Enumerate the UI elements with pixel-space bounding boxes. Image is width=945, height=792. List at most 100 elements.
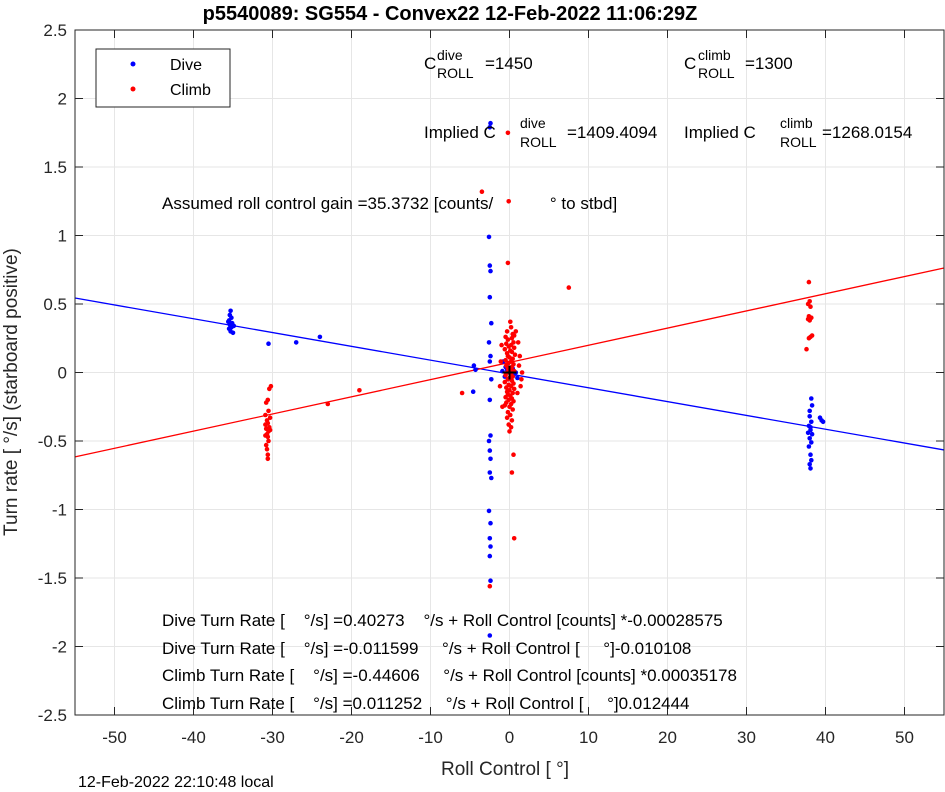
c-dive-base: C xyxy=(424,54,436,73)
data-point xyxy=(471,363,477,368)
data-point xyxy=(509,470,515,475)
data-point xyxy=(809,403,815,408)
x-tick-label: -20 xyxy=(339,728,364,747)
data-point xyxy=(489,475,494,481)
data-point xyxy=(486,438,492,444)
data-point xyxy=(325,401,331,407)
data-point xyxy=(267,415,273,421)
data-point xyxy=(509,349,515,355)
data-point xyxy=(488,456,493,462)
data-point xyxy=(226,319,231,325)
y-tick-label: -2.5 xyxy=(38,706,67,725)
data-point xyxy=(510,407,515,412)
data-point xyxy=(502,346,508,352)
data-point xyxy=(504,415,510,421)
data-point xyxy=(357,388,362,393)
y-axis-label: Turn rate [ °/s] (starboard positive) xyxy=(1,248,22,536)
data-point xyxy=(500,404,505,410)
data-point xyxy=(508,425,514,430)
equation-dive-degrees: Dive Turn Rate [ °/s] =-0.011599 °/s + R… xyxy=(162,639,691,658)
c-climb-base: C xyxy=(684,54,696,73)
data-point xyxy=(479,189,485,194)
data-point xyxy=(486,508,492,514)
data-point xyxy=(509,335,515,341)
data-point xyxy=(230,330,236,336)
data-point xyxy=(486,234,492,240)
c-climb-value: =1300 xyxy=(745,54,793,73)
data-point xyxy=(487,633,493,638)
data-point xyxy=(519,377,524,382)
data-point xyxy=(488,544,493,549)
x-tick-label: 20 xyxy=(658,728,677,747)
data-point xyxy=(487,294,493,300)
data-point xyxy=(267,427,273,433)
data-point xyxy=(808,425,813,430)
y-tick-label: 0.5 xyxy=(43,295,67,314)
data-point xyxy=(507,429,512,434)
data-point xyxy=(515,390,520,396)
c-climb-sup: climb xyxy=(698,47,731,63)
data-point xyxy=(808,304,813,310)
x-tick-label: 50 xyxy=(895,728,914,747)
data-point xyxy=(515,340,521,345)
data-point xyxy=(487,359,493,364)
equation-climb-degrees: Climb Turn Rate [ °/s] =0.011252 °/s + R… xyxy=(162,694,690,713)
implied-dive-sup: dive xyxy=(520,115,546,131)
data-point xyxy=(263,400,269,405)
y-tick-label: -1.5 xyxy=(38,569,67,588)
legend-box xyxy=(95,48,231,108)
data-point xyxy=(503,357,508,363)
data-point xyxy=(806,444,812,449)
data-point xyxy=(519,370,525,375)
implied-dive-sub: ROLL xyxy=(520,134,557,150)
x-tick-label: -10 xyxy=(418,728,443,747)
data-point xyxy=(809,419,814,425)
series-dive xyxy=(226,120,826,638)
data-point xyxy=(266,438,271,444)
data-point xyxy=(488,578,493,583)
data-point xyxy=(511,452,516,458)
chart-title: p5540089: SG554 - Convex22 12-Feb-2022 1… xyxy=(203,3,698,25)
data-point xyxy=(488,520,493,526)
y-tick-label: -1 xyxy=(52,501,67,520)
equation-dive-counts: Dive Turn Rate [ °/s] =0.40273 °/s + Rol… xyxy=(162,611,723,630)
data-point xyxy=(807,408,812,414)
data-point xyxy=(487,553,493,559)
data-point xyxy=(267,386,272,392)
annotation-implied-climb: Implied C climb ROLL =1268.0154 xyxy=(684,115,912,150)
data-point xyxy=(503,394,508,400)
implied-climb-value: =1268.0154 xyxy=(822,123,912,142)
data-point xyxy=(509,418,515,423)
legend: Dive Climb xyxy=(95,48,231,108)
data-point xyxy=(473,367,478,373)
data-point xyxy=(809,440,814,445)
data-point xyxy=(504,385,509,390)
c-dive-sup: dive xyxy=(437,47,463,63)
y-tick-label: 1 xyxy=(58,227,67,246)
data-point xyxy=(503,372,508,378)
data-point xyxy=(507,404,512,410)
legend-label-climb: Climb xyxy=(170,82,211,99)
data-point xyxy=(804,346,809,352)
equation-climb-counts: Climb Turn Rate [ °/s] =-0.44606 °/s + R… xyxy=(162,666,737,685)
data-point xyxy=(293,340,299,345)
data-point xyxy=(517,353,523,359)
data-point xyxy=(505,260,511,266)
axis-ticks: -50 -40 -30 -20 -10 0 10 20 30 40 50-2.5-2-1.5-1-0… xyxy=(38,21,944,747)
x-tick-label: -40 xyxy=(181,728,206,747)
data-point xyxy=(809,431,815,437)
data-points xyxy=(226,120,826,638)
data-point xyxy=(511,386,517,392)
data-point xyxy=(489,377,494,382)
data-point xyxy=(512,352,518,358)
data-point xyxy=(264,446,270,452)
data-point xyxy=(807,318,812,323)
data-point xyxy=(820,419,826,425)
data-point xyxy=(808,452,813,458)
data-point xyxy=(505,337,511,342)
data-point xyxy=(228,308,233,314)
data-point xyxy=(263,433,268,438)
data-point xyxy=(263,412,268,418)
implied-climb-sup: climb xyxy=(780,115,813,131)
data-point xyxy=(488,120,493,126)
